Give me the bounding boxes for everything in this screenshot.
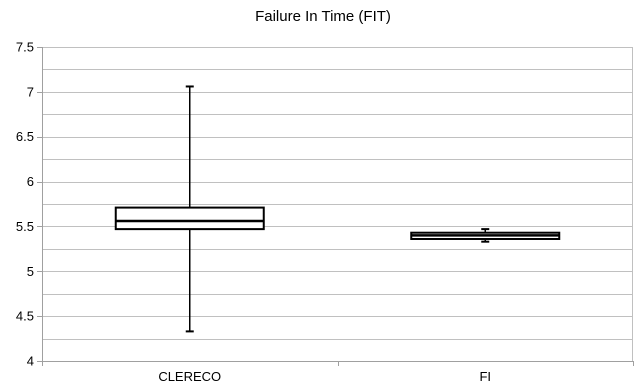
grid-lines — [42, 47, 633, 362]
y-tick-label-4: 5.5 — [16, 219, 34, 234]
box-fi — [410, 228, 561, 243]
category-label-clereco: CLERECO — [158, 369, 221, 384]
category-labels: CLERECO FI — [158, 369, 491, 384]
category-label-fi: FI — [479, 369, 491, 384]
y-tick-label-2: 6.5 — [16, 129, 34, 144]
y-tick-label-0: 7.5 — [16, 40, 34, 55]
y-tick-label-5: 5 — [27, 264, 34, 279]
y-tick-labels: 7.5 7 6.5 6 5.5 5 4.5 4 — [16, 40, 42, 369]
axes — [42, 47, 634, 366]
y-tick-label-6: 4.5 — [16, 309, 34, 324]
y-tick-label-7: 4 — [27, 354, 34, 369]
boxes — [114, 85, 561, 333]
y-tick-label-3: 6 — [27, 174, 34, 189]
iqr-box — [114, 206, 265, 231]
box-clereco — [114, 85, 265, 333]
chart-title: Failure In Time (FIT) — [255, 8, 391, 25]
y-tick-label-1: 7 — [27, 84, 34, 99]
